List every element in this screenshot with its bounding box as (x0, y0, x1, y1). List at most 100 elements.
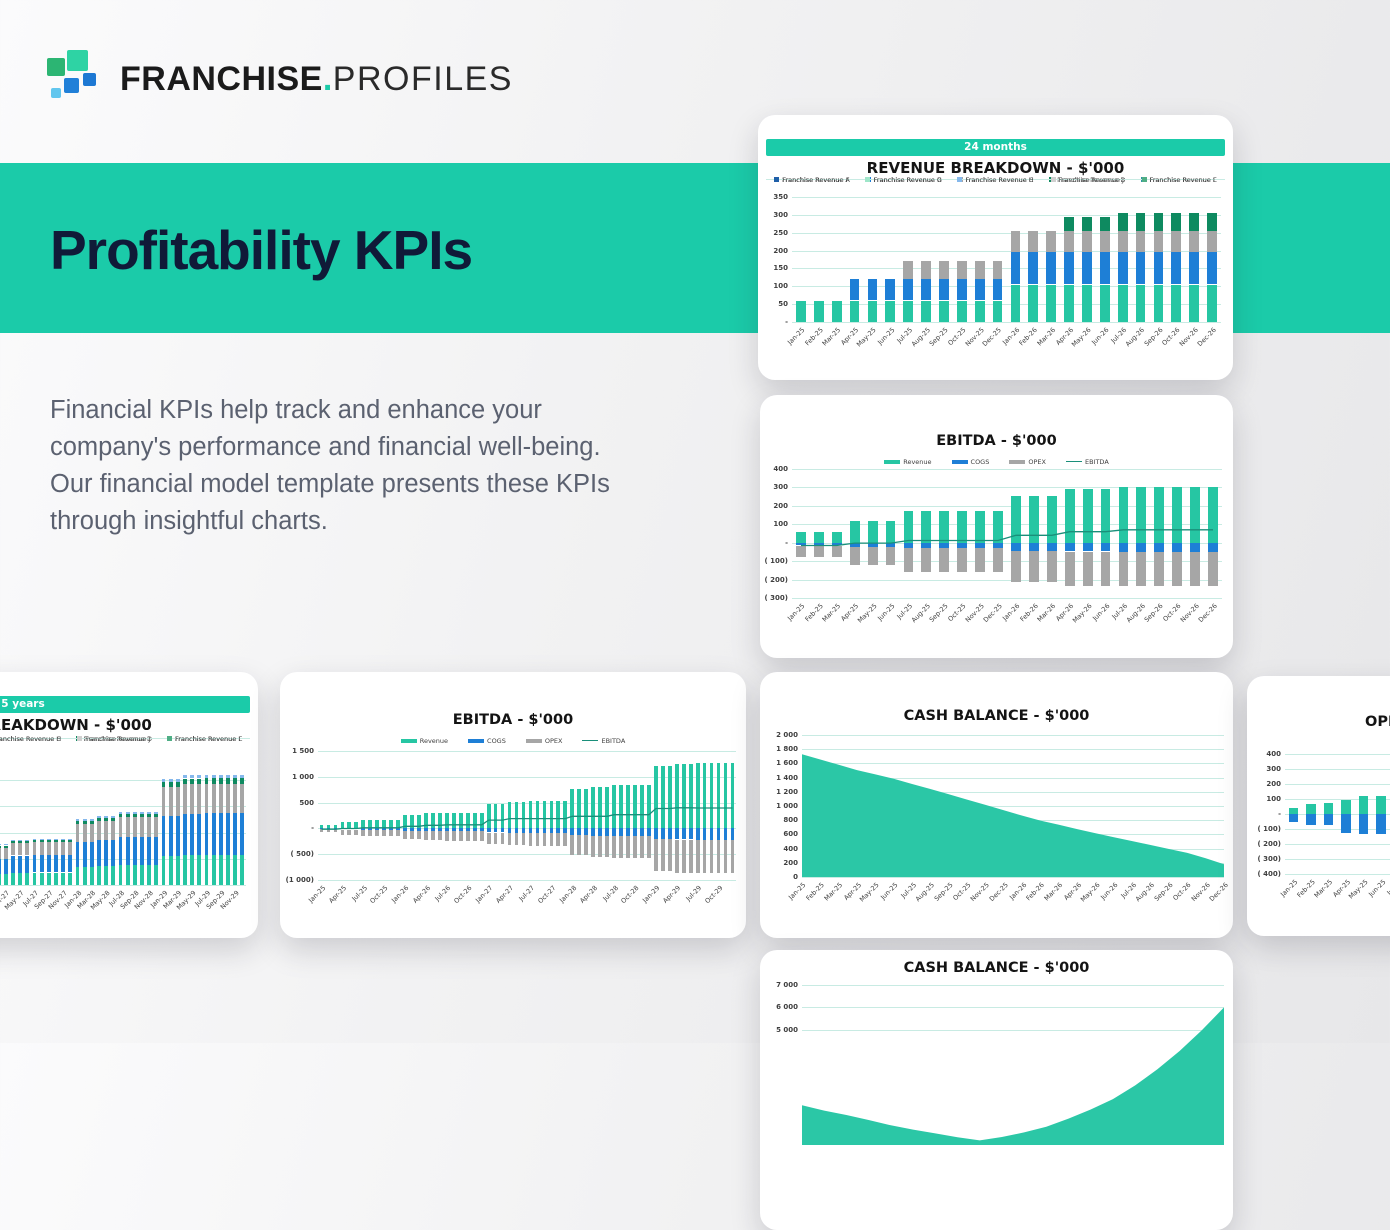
bar-segment (147, 865, 152, 885)
bar-segment (647, 785, 651, 829)
chart-legend: Revenue COGS OPEX EBITDA (768, 455, 1225, 468)
legend-label: OPEX (1028, 457, 1046, 466)
x-tick-label: Dec-25 (981, 602, 1004, 625)
bar-segment (319, 829, 324, 833)
bar-segment (118, 837, 123, 866)
y-tick-label: - (311, 824, 314, 833)
bar-segment (885, 300, 896, 322)
bar-segment (1100, 488, 1111, 543)
bar-segment (867, 546, 878, 566)
bar-segment (796, 300, 806, 322)
bar-segment (1207, 284, 1217, 322)
bar-segment (1046, 542, 1057, 551)
bar-segment (382, 819, 387, 829)
y-tick-label: ( 300) (764, 594, 788, 602)
logo-square-mint (67, 50, 88, 71)
y-tick-label: 2 000 (776, 731, 798, 739)
bar-segment (939, 261, 949, 280)
x-tick-label: Sep-26 (1143, 602, 1165, 624)
bar-segment (226, 778, 230, 784)
bar-segment (118, 817, 123, 838)
bar-segment (716, 828, 721, 840)
bar-segment (319, 828, 324, 830)
card-operating-partial: OPE 400 300 200 100 - ( 100) ( 200) ( 300) ( 400… (1247, 676, 1390, 936)
bar-segment (183, 855, 187, 885)
bar-segment (542, 828, 547, 833)
bar-segment (0, 845, 1, 848)
legend-label: Franchise Revenue J (1058, 175, 1124, 184)
y-tick-label: 1 800 (776, 745, 798, 754)
brand-logo: FRANCHISE.PROFILES (47, 48, 567, 108)
bar-segment (1341, 814, 1351, 833)
bar-segment (458, 828, 463, 831)
bar-segment (598, 787, 602, 829)
bar-segment (813, 531, 824, 543)
bar-segment (1208, 551, 1218, 586)
bar-segment (175, 856, 180, 885)
x-tick-label: Aug-25 (909, 326, 932, 349)
bar-segment (410, 828, 414, 831)
legend-swatch-bar (400, 738, 417, 743)
bar-segment (25, 839, 30, 841)
bar-segment (97, 821, 101, 840)
bar-segment (211, 774, 216, 779)
legend-label: Revenue (419, 736, 449, 745)
bar-segment (111, 821, 116, 840)
bar-segment (431, 813, 435, 829)
chart-title-revenue-24m: REVENUE BREAKDOWN - $'000 (866, 159, 1125, 177)
bar-segment (1082, 542, 1093, 552)
bar-segment (563, 833, 568, 846)
grid-line (792, 286, 1221, 288)
bar-segment (54, 872, 58, 885)
y-tick-label: 0 (793, 873, 798, 881)
bar-segment (1082, 551, 1093, 586)
bar-segment (867, 520, 878, 543)
bar-segment (921, 261, 931, 280)
bar-segment (197, 778, 202, 784)
bar-segment (957, 511, 968, 543)
bar-segment (992, 279, 1003, 301)
bar-segment (326, 825, 331, 829)
bar-segment (75, 867, 80, 885)
bar-segment (168, 781, 173, 788)
bar-segment (957, 542, 968, 548)
chart-plot-ebitda-5y: 1 500 1 000 500-( 500) (1 000) Jan-25 Apr-25 J… (286, 747, 736, 905)
bar-segment (939, 542, 950, 548)
bar-segment (54, 854, 58, 873)
bar-segment (111, 866, 116, 885)
bar-segment (154, 865, 159, 885)
bar-segment (867, 300, 878, 322)
grid-line (802, 877, 1224, 878)
bar-segment (1171, 213, 1182, 231)
bar-segment (46, 838, 51, 841)
grid-line (318, 880, 736, 881)
chart-title-ebitda-24m: EBITDA - $'000 (936, 433, 1057, 449)
x-tick-label: Jan-26 (390, 884, 411, 905)
bar-segment (1376, 796, 1386, 814)
y-tick-label: 200 (783, 858, 798, 867)
bar-segment (389, 829, 393, 837)
bar-segment (3, 874, 8, 885)
bar-segment (1136, 542, 1147, 552)
bar-segment (403, 815, 407, 829)
bar-segment (849, 542, 860, 547)
bar-segment (1171, 230, 1182, 253)
bar-segment (132, 811, 137, 814)
x-tick-label: Aug-25 (913, 881, 937, 904)
legend-swatch-sq (1050, 177, 1056, 182)
bar-segment (1118, 551, 1129, 586)
y-tick-label: 100 (773, 282, 788, 291)
bar-segment (939, 511, 950, 543)
grid-line (792, 197, 1221, 198)
page-description: Financial KPIs help track and enhance yo… (50, 396, 610, 535)
bar-segment (1010, 252, 1021, 285)
bar-segment (957, 547, 968, 572)
x-tick-label: May-26 (1070, 602, 1094, 625)
bar-segment (361, 828, 366, 830)
x-tick-label: Jan-26 (1001, 602, 1022, 623)
bar-segment (240, 778, 245, 784)
bar-segment (438, 828, 442, 831)
bar-segment (674, 839, 679, 873)
bar-segment (702, 839, 707, 874)
